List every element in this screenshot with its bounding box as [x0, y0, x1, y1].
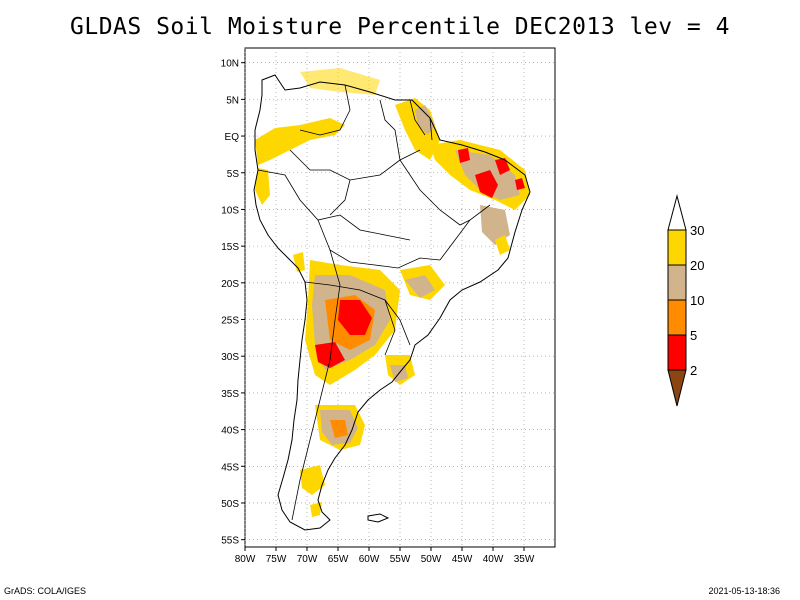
colorbar-seg-2-5 — [667, 334, 687, 371]
map-title: GLDAS Soil Moisture Percentile DEC2013 l… — [70, 14, 730, 40]
footer-timestamp: 2021-05-13-18:36 — [708, 586, 780, 596]
colorbar-label-10: 10 — [690, 293, 704, 308]
patch-e-brazil — [480, 205, 510, 245]
lat-tick-label: 10N — [221, 59, 239, 70]
colorbar-top-arrow — [667, 194, 687, 231]
footer-credit: GrADS: COLA/IGES — [4, 586, 87, 596]
lon-tick-label: 60W — [359, 554, 380, 565]
lat-tick-label: 30S — [221, 352, 239, 363]
colorbar-label-30: 30 — [690, 223, 704, 238]
lat-tick-label: EQ — [225, 132, 240, 143]
colorbar-label-2: 2 — [690, 363, 697, 378]
lon-tick-label: 55W — [390, 554, 411, 565]
patch-south-y-2 — [310, 502, 322, 517]
lon-tick-label: 40W — [483, 554, 504, 565]
patch-south-y — [300, 465, 325, 495]
latitude-labels: 10N 5N EQ 5S 10S 15S 20S 25S 30S 35S 40S 45S 50S 55S — [221, 59, 245, 547]
lon-tick-label: 50W — [421, 554, 442, 565]
patch-ne-red-3 — [515, 178, 525, 190]
lon-tick-label: 80W — [235, 554, 256, 565]
lat-tick-label: 25S — [221, 316, 239, 327]
patch-peru-coast — [255, 168, 270, 205]
colorbar: 30 20 10 5 2 — [667, 194, 704, 407]
colorbar-seg-10-20 — [667, 264, 687, 301]
lat-tick-label: 10S — [221, 205, 239, 216]
patch-north-coast — [255, 118, 345, 165]
falkland-islands — [367, 513, 390, 523]
lon-tick-label: 65W — [328, 554, 349, 565]
lat-tick-label: 55S — [221, 536, 239, 547]
patch-venezuela-y — [300, 68, 380, 95]
lat-tick-label: 35S — [221, 389, 239, 400]
patch-guiana-tan — [415, 105, 435, 135]
patch-ne-red-4 — [458, 148, 470, 163]
colorbar-seg-5-10 — [667, 299, 687, 336]
country-borders — [257, 84, 491, 521]
patch-ne-red-2 — [495, 158, 510, 175]
colorbar-label-5: 5 — [690, 328, 697, 343]
patch-chaco-red — [338, 300, 372, 335]
colorbar-label-20: 20 — [690, 258, 704, 273]
south-america-outline — [253, 74, 531, 531]
lat-tick-label: 40S — [221, 426, 239, 437]
patch-andes-y — [293, 252, 305, 272]
lat-tick-label: 20S — [221, 279, 239, 290]
lon-tick-label: 70W — [297, 554, 318, 565]
lat-tick-label: 15S — [221, 242, 239, 253]
lon-tick-label: 35W — [514, 554, 535, 565]
percentile-overlay — [255, 68, 530, 517]
colorbar-seg-20-30 — [667, 229, 687, 266]
lat-tick-label: 5S — [227, 169, 240, 180]
patch-parana-tan — [405, 275, 435, 298]
patch-e-brazil-y — [495, 235, 510, 255]
longitude-labels: 80W 75W 70W 65W 60W 55W 50W 45W 40W 35W — [235, 547, 535, 565]
lat-tick-label: 5N — [226, 95, 239, 106]
lat-tick-label: 50S — [221, 499, 239, 510]
colorbar-bottom-arrow — [667, 369, 687, 407]
lat-tick-label: 45S — [221, 462, 239, 473]
patch-ne-red — [475, 170, 498, 198]
patch-arg-red — [315, 342, 345, 368]
lon-tick-label: 75W — [266, 554, 287, 565]
patch-patagonia-orange — [330, 420, 348, 438]
lon-tick-label: 45W — [452, 554, 473, 565]
